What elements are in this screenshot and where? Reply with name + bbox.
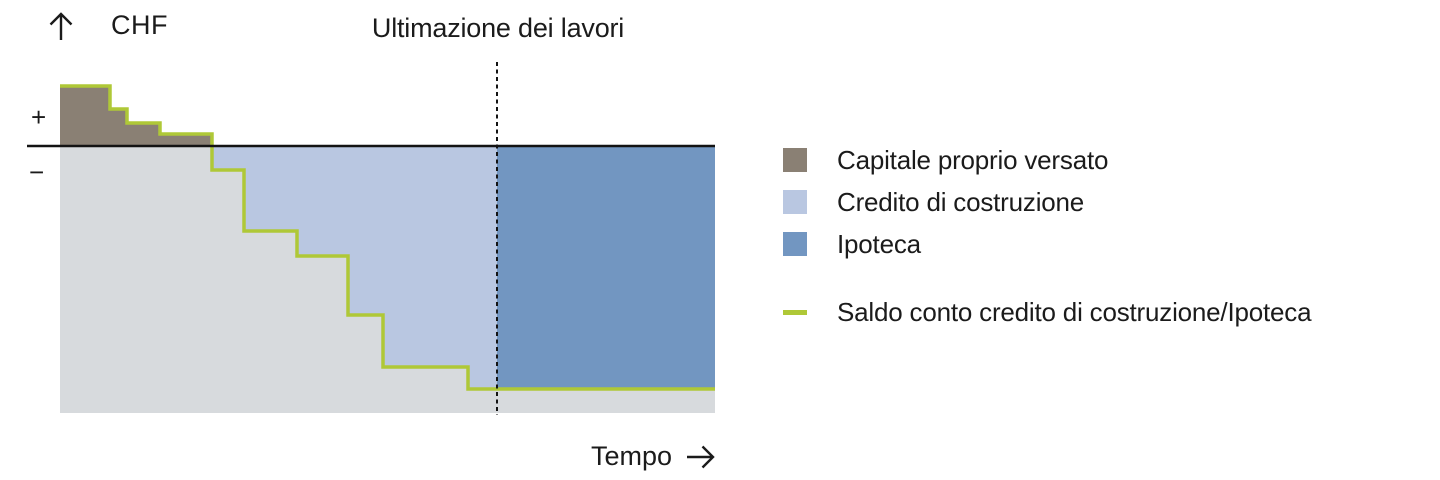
legend-item-balance-line: Saldo conto credito di costruzione/Ipote… bbox=[783, 297, 1312, 327]
mortgage-swatch bbox=[783, 232, 807, 256]
y-axis-unit: CHF bbox=[111, 10, 168, 40]
construction-credit-area bbox=[212, 146, 497, 389]
equity-swatch bbox=[783, 148, 807, 172]
balance-line-swatch bbox=[783, 309, 807, 315]
legend-label: Saldo conto credito di costruzione/Ipote… bbox=[837, 297, 1312, 327]
right-arrow-icon bbox=[687, 445, 715, 468]
balance-step-line bbox=[60, 84, 715, 391]
legend: Capitale proprio versato Credito di cost… bbox=[783, 146, 1312, 340]
legend-label: Capitale proprio versato bbox=[837, 145, 1109, 175]
x-axis-title: Tempo bbox=[590, 441, 672, 471]
legend-item-mortgage: Ipoteca bbox=[783, 230, 1311, 258]
x-axis-label: Tempo bbox=[591, 441, 716, 472]
y-axis-label: CHF bbox=[47, 10, 168, 41]
legend-item-construction-credit: Credito di costruzione bbox=[783, 188, 1311, 216]
chart-title: Ultimazione dei lavori bbox=[371, 13, 625, 43]
up-arrow-icon bbox=[49, 11, 73, 40]
plus-sign-label: + bbox=[31, 102, 47, 132]
mortgage-area bbox=[497, 146, 715, 389]
legend-label: Credito di costruzione bbox=[837, 187, 1085, 217]
step-area-chart bbox=[27, 62, 715, 415]
minus-sign-label: − bbox=[29, 157, 45, 187]
legend-item-equity: Capitale proprio versato bbox=[783, 146, 1311, 174]
equity-area bbox=[60, 86, 212, 146]
legend-label: Ipoteca bbox=[837, 229, 921, 259]
construction-credit-swatch bbox=[783, 190, 807, 214]
